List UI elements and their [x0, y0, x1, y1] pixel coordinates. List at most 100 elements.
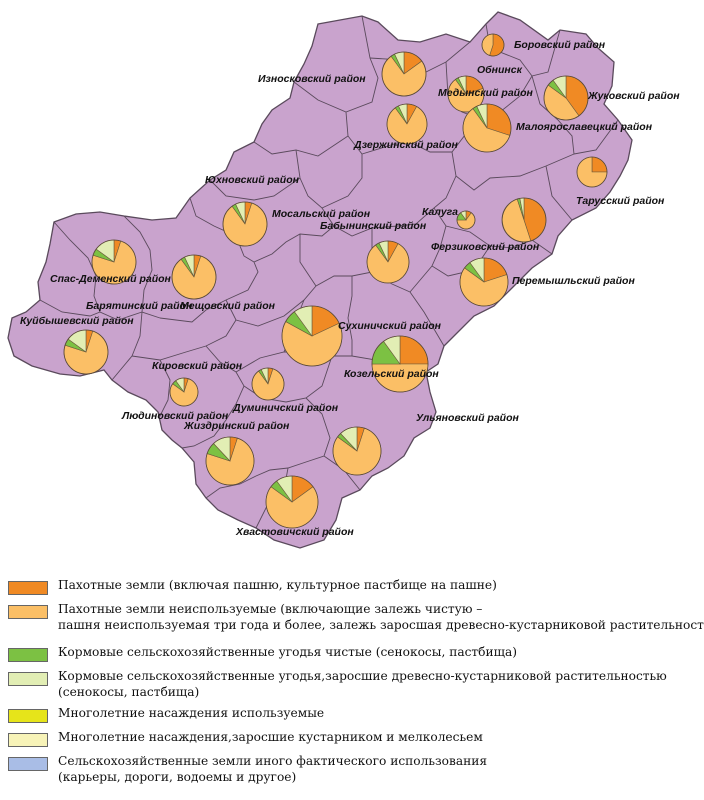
- legend-label: (карьеры, дороги, водоемы и другое): [58, 769, 297, 784]
- legend-swatch: [8, 757, 48, 771]
- district-border: [53, 221, 143, 321]
- district-label: Медынский район: [438, 87, 534, 99]
- district-border: [545, 165, 573, 221]
- district-label: Обнинск: [477, 64, 523, 76]
- district-label: Сухиничский район: [338, 320, 442, 332]
- district-border: [157, 359, 171, 418]
- district-label: Ульяновский район: [416, 412, 519, 424]
- district-label: Козельский район: [344, 368, 439, 380]
- district-border: [209, 177, 301, 201]
- district-border: [573, 119, 619, 155]
- pie-outline: [381, 51, 427, 97]
- district-border: [321, 175, 457, 237]
- legend-swatch: [8, 709, 48, 723]
- district-label: Перемышльский район: [512, 275, 635, 287]
- district-border: [111, 311, 143, 381]
- district-border: [181, 345, 245, 449]
- district-pie: [332, 426, 382, 476]
- legend-label: Сельскохозяйственные земли иного фактиче…: [58, 754, 488, 768]
- legend-label: Многолетние насаждения используемые: [58, 706, 325, 720]
- legend-label: Кормовые сельскохозяйственные угодья чис…: [58, 645, 517, 659]
- legend-label: Многолетние насаждения,заросшие кустарни…: [58, 730, 483, 744]
- pie-outline: [576, 156, 608, 188]
- district-pie: [63, 329, 109, 375]
- district-labels: Боровский район Обнинск Жуковский район Изн…: [20, 39, 680, 538]
- pie-outline: [543, 75, 589, 121]
- district-label: Куйбышевский район: [20, 315, 134, 327]
- district-label: Бабынинский район: [320, 220, 427, 232]
- district-pie: [222, 201, 268, 247]
- district-pie: [501, 197, 547, 243]
- legend-swatch: [8, 648, 48, 662]
- district-label: Юхновский район: [205, 174, 300, 186]
- pie-outline: [251, 367, 285, 401]
- district-pie: [171, 254, 217, 300]
- district-label: Жиздринский район: [183, 420, 290, 432]
- pie-outline: [462, 103, 512, 153]
- pie-outline: [481, 33, 505, 57]
- district-pie: [91, 239, 137, 285]
- legend-swatch: [8, 733, 48, 747]
- legend-swatch: [8, 605, 48, 619]
- legend-label: Пахотные земли неиспользуемые (включающи…: [58, 602, 483, 616]
- pie-outline: [281, 305, 343, 367]
- district-pie: [543, 75, 589, 121]
- legend-label: Пахотные земли (включая пашню, культурно…: [58, 578, 497, 592]
- pie-outline: [332, 426, 382, 476]
- region-map-svg: Боровский район Обнинск Жуковский район Изн…: [7, 11, 680, 549]
- district-label: Кировский район: [152, 360, 243, 372]
- district-pie: [381, 51, 427, 97]
- pie-outline: [501, 197, 547, 243]
- legend-label: Кормовые сельскохозяйственные угодья,зар…: [58, 669, 667, 683]
- district-pie: [459, 257, 509, 307]
- district-pie: [251, 367, 285, 401]
- pie-outline: [371, 335, 429, 393]
- district-border: [225, 265, 433, 327]
- district-pie: [462, 103, 512, 153]
- district-label: Износковский район: [258, 73, 366, 85]
- pie-outline: [447, 75, 485, 113]
- district-pie: [366, 240, 410, 284]
- district-pie: [576, 156, 608, 188]
- pie-outline: [366, 240, 410, 284]
- district-pie: [481, 33, 505, 57]
- map-legend: Пахотные земли (включая пашню, культурно…: [0, 578, 704, 800]
- district-pie-charts: [63, 33, 608, 529]
- district-label: Людиновский район: [121, 410, 229, 422]
- district-border: [39, 299, 101, 317]
- district-label: Малоярославецкий район: [516, 121, 653, 133]
- pie-outline: [456, 210, 476, 230]
- district-label: Тарусский район: [576, 195, 665, 207]
- district-border: [409, 291, 445, 347]
- district-label: Калуга: [422, 206, 458, 218]
- district-pie: [265, 475, 319, 529]
- district-label: Ферзиковский район: [431, 241, 540, 253]
- district-border: [345, 111, 479, 155]
- district-label: Думиничский район: [232, 402, 339, 414]
- pie-outline: [91, 239, 137, 285]
- district-border: [347, 276, 353, 356]
- district-label: Спас-Деменский район: [50, 273, 172, 285]
- district-border: [131, 319, 237, 361]
- district-label: Боровский район: [514, 39, 606, 51]
- district-pie: [205, 436, 255, 486]
- pie-outline: [205, 436, 255, 486]
- pie-outline: [63, 329, 109, 375]
- region-map: Боровский район Обнинск Жуковский район Изн…: [7, 11, 680, 549]
- district-pie: [447, 75, 485, 113]
- legend-swatch: [8, 672, 48, 686]
- legend-label: (сенокосы, пастбища): [58, 684, 200, 699]
- district-label: Мещовский район: [180, 300, 276, 312]
- district-pie: [281, 305, 343, 367]
- district-border: [299, 234, 317, 287]
- pie-outline: [265, 475, 319, 529]
- district-label: Дзержинский район: [353, 139, 459, 151]
- pie-outline: [171, 254, 217, 300]
- legend-swatch: [8, 581, 48, 595]
- district-label: Мосальский район: [272, 208, 371, 220]
- pie-outline: [222, 201, 268, 247]
- district-label: Барятинский район: [86, 300, 193, 312]
- district-label: Хвастовичский район: [235, 526, 354, 538]
- district-pie: [169, 377, 199, 407]
- district-pie: [371, 335, 429, 393]
